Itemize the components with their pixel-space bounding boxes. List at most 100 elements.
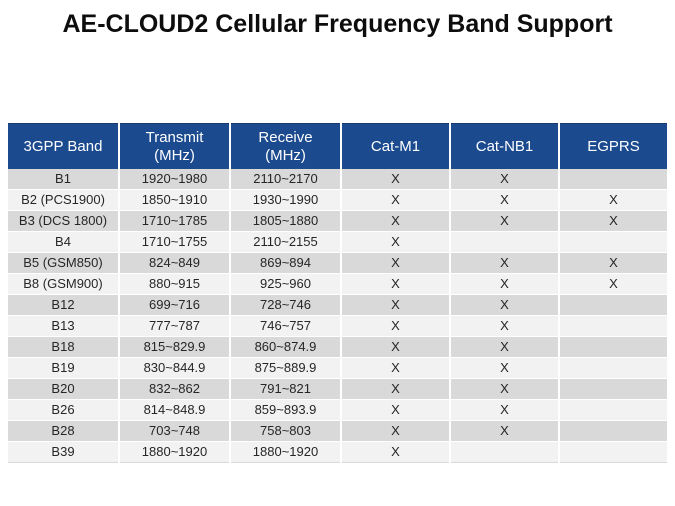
cell-cat-nb1: X — [450, 169, 560, 190]
cell-band: B8 (GSM900) — [8, 273, 120, 295]
column-header-3gpp-band: 3GPP Band — [8, 123, 120, 169]
cell-egprs: X — [559, 210, 667, 232]
cell-transmit: 824~849 — [119, 252, 231, 274]
cell-transmit: 1710~1785 — [119, 210, 231, 232]
cell-transmit: 1880~1920 — [119, 441, 231, 463]
cell-cat-m1: X — [341, 231, 451, 253]
table-row: B28 703~748 758~803 X X — [8, 420, 667, 442]
column-header-receive: Receive (MHz) — [230, 123, 342, 169]
cell-cat-nb1 — [450, 231, 560, 253]
table-row: B4 1710~1755 2110~2155 X — [8, 231, 667, 253]
cell-egprs: X — [559, 189, 667, 211]
column-header-label: 3GPP Band — [23, 137, 103, 155]
cell-egprs — [559, 294, 667, 316]
cell-cat-m1: X — [341, 357, 451, 379]
cell-cat-m1: X — [341, 378, 451, 400]
cell-transmit: 699~716 — [119, 294, 231, 316]
cell-transmit: 1850~1910 — [119, 189, 231, 211]
cell-band: B26 — [8, 399, 120, 421]
cell-cat-m1: X — [341, 399, 451, 421]
column-header-label: Transmit — [145, 128, 204, 146]
table-row: B1 1920~1980 2110~2170 X X — [8, 169, 667, 190]
cell-band: B1 — [8, 169, 120, 190]
cell-receive: 925~960 — [230, 273, 342, 295]
cell-cat-nb1: X — [450, 378, 560, 400]
cell-cat-nb1: X — [450, 294, 560, 316]
cell-band: B39 — [8, 441, 120, 463]
cell-receive: 758~803 — [230, 420, 342, 442]
cell-cat-nb1: X — [450, 420, 560, 442]
cell-transmit: 815~829.9 — [119, 336, 231, 358]
cell-band: B5 (GSM850) — [8, 252, 120, 274]
cell-cat-nb1: X — [450, 357, 560, 379]
cell-cat-m1: X — [341, 294, 451, 316]
table-row: B13 777~787 746~757 X X — [8, 315, 667, 337]
cell-band: B4 — [8, 231, 120, 253]
cell-cat-m1: X — [341, 420, 451, 442]
cell-transmit: 830~844.9 — [119, 357, 231, 379]
cell-cat-m1: X — [341, 252, 451, 274]
cell-receive: 728~746 — [230, 294, 342, 316]
cell-cat-m1: X — [341, 210, 451, 232]
cell-band: B3 (DCS 1800) — [8, 210, 120, 232]
table-row: B8 (GSM900) 880~915 925~960 X X X — [8, 273, 667, 295]
column-header-label: Cat-M1 — [370, 137, 421, 155]
cell-receive: 1930~1990 — [230, 189, 342, 211]
cell-receive: 859~893.9 — [230, 399, 342, 421]
cell-receive: 1880~1920 — [230, 441, 342, 463]
column-header-cat-m1: Cat-M1 — [341, 123, 451, 169]
cell-receive: 2110~2155 — [230, 231, 342, 253]
column-header-label: EGPRS — [587, 137, 640, 155]
page-title: AE-CLOUD2 Cellular Frequency Band Suppor… — [62, 10, 613, 38]
cell-band: B19 — [8, 357, 120, 379]
cell-egprs — [559, 378, 667, 400]
cell-receive: 746~757 — [230, 315, 342, 337]
column-header-label: Receive — [258, 128, 313, 146]
cell-band: B28 — [8, 420, 120, 442]
cell-cat-m1: X — [341, 273, 451, 295]
cell-egprs — [559, 399, 667, 421]
cell-egprs — [559, 357, 667, 379]
cell-cat-nb1: X — [450, 315, 560, 337]
cell-cat-nb1: X — [450, 336, 560, 358]
column-header-sublabel: (MHz) — [265, 146, 306, 164]
cell-egprs — [559, 336, 667, 358]
frequency-band-table: 3GPP Band Transmit (MHz) Receive (MHz) C… — [8, 123, 667, 463]
cell-transmit: 703~748 — [119, 420, 231, 442]
cell-egprs — [559, 441, 667, 463]
column-header-cat-nb1: Cat-NB1 — [450, 123, 560, 169]
column-header-egprs: EGPRS — [559, 123, 667, 169]
cell-cat-m1: X — [341, 189, 451, 211]
cell-transmit: 1920~1980 — [119, 169, 231, 190]
table-row: B12 699~716 728~746 X X — [8, 294, 667, 316]
cell-transmit: 814~848.9 — [119, 399, 231, 421]
cell-receive: 860~874.9 — [230, 336, 342, 358]
cell-cat-m1: X — [341, 441, 451, 463]
column-header-sublabel: (MHz) — [154, 146, 195, 164]
cell-band: B2 (PCS1900) — [8, 189, 120, 211]
cell-transmit: 777~787 — [119, 315, 231, 337]
table-row: B20 832~862 791~821 X X — [8, 378, 667, 400]
cell-cat-nb1: X — [450, 189, 560, 211]
cell-egprs: X — [559, 273, 667, 295]
cell-receive: 875~889.9 — [230, 357, 342, 379]
cell-band: B18 — [8, 336, 120, 358]
table-row: B2 (PCS1900) 1850~1910 1930~1990 X X X — [8, 189, 667, 211]
cell-band: B20 — [8, 378, 120, 400]
cell-egprs: X — [559, 252, 667, 274]
cell-cat-nb1 — [450, 441, 560, 463]
cell-receive: 869~894 — [230, 252, 342, 274]
cell-cat-m1: X — [341, 169, 451, 190]
table-body: B1 1920~1980 2110~2170 X X B2 (PCS1900) 1850~1… — [8, 169, 667, 463]
table-row: B3 (DCS 1800) 1710~1785 1805~1880 X X X — [8, 210, 667, 232]
table-row: B26 814~848.9 859~893.9 X X — [8, 399, 667, 421]
cell-receive: 1805~1880 — [230, 210, 342, 232]
cell-egprs — [559, 315, 667, 337]
cell-egprs — [559, 169, 667, 190]
cell-transmit: 1710~1755 — [119, 231, 231, 253]
table-row: B39 1880~1920 1880~1920 X — [8, 441, 667, 463]
cell-band: B13 — [8, 315, 120, 337]
cell-transmit: 880~915 — [119, 273, 231, 295]
cell-transmit: 832~862 — [119, 378, 231, 400]
